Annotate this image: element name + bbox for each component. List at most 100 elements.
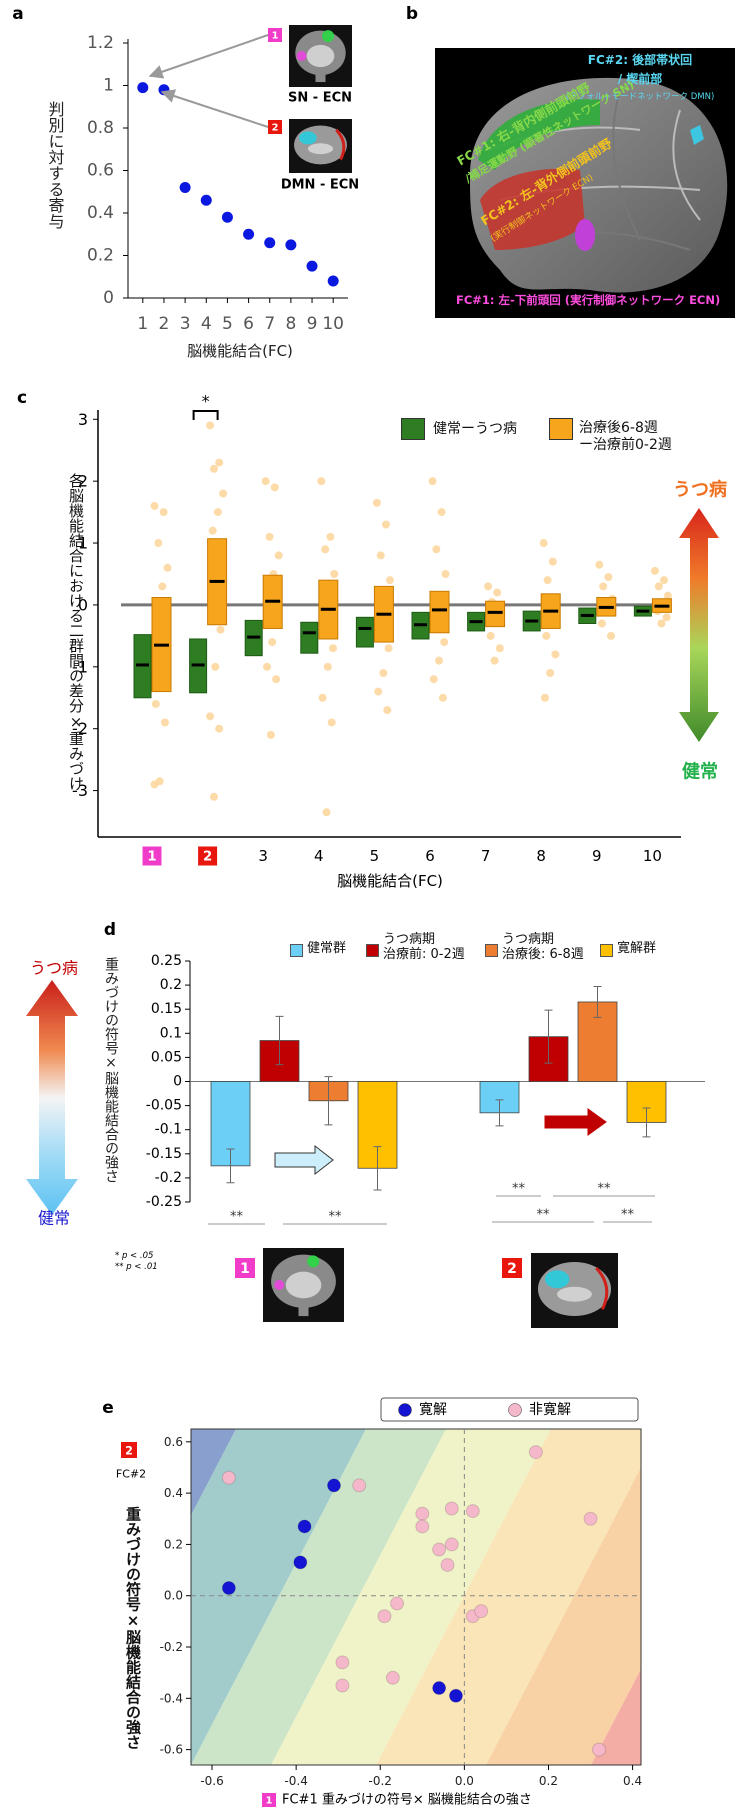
- x-tick-label: 3: [180, 314, 191, 334]
- y-tick-label: 0.25: [151, 953, 182, 969]
- y-tick-label: 0.6: [164, 1435, 183, 1449]
- data-point: [322, 808, 331, 817]
- legend-label: うつ病期 治療後: 6-8週: [502, 932, 584, 962]
- data-point: [385, 576, 394, 585]
- x-tick-label: 3: [258, 847, 268, 865]
- brain-core: [285, 1271, 322, 1299]
- data-point: [383, 706, 392, 715]
- x-axis-label: 脳機能結合(FC): [187, 342, 293, 360]
- legend-swatch: [549, 418, 573, 440]
- legend-swatch: [366, 944, 379, 957]
- data-point: [528, 1445, 543, 1460]
- plot-frame: [190, 1428, 642, 1766]
- data-point: [374, 687, 383, 696]
- box: [429, 590, 450, 634]
- data-point: [597, 619, 606, 628]
- legend-label: 寛解群: [617, 941, 657, 956]
- x-tick-label: 0.2: [539, 1774, 558, 1788]
- error-bar: [495, 1099, 504, 1127]
- x-tick-label: 8: [285, 314, 296, 334]
- y-tick-label: 0.2: [164, 1537, 183, 1551]
- badge: [502, 1258, 522, 1278]
- y-tick-label: 0.6: [87, 161, 114, 181]
- data-point: [415, 1506, 430, 1521]
- data-point: [266, 730, 275, 739]
- data-point: [335, 1678, 350, 1693]
- brain-stem: [315, 68, 326, 83]
- legend-swatch: [290, 944, 303, 957]
- data-point: [429, 675, 438, 684]
- x-tick-label: 5: [370, 847, 380, 865]
- data-point: [599, 582, 608, 591]
- data-point: [326, 532, 335, 541]
- data-point: [274, 551, 283, 560]
- data-point: [432, 545, 441, 554]
- y-tick-label: 1.2: [87, 33, 114, 53]
- badge: [268, 120, 282, 134]
- data-point: [607, 631, 615, 640]
- scale-bottom-label: 健常: [38, 1209, 70, 1228]
- data-point: [377, 1609, 392, 1624]
- data-point: [210, 792, 218, 801]
- y-tick-label: 0: [78, 595, 88, 614]
- error-bar: [226, 1148, 235, 1184]
- y-tick-label: 0: [173, 1074, 182, 1090]
- data-point: [306, 260, 318, 272]
- brain-region: [690, 125, 704, 145]
- legend-label: 寛解: [419, 1401, 447, 1418]
- x-tick-label: 5: [222, 314, 233, 334]
- data-point: [297, 1519, 312, 1534]
- data-point: [390, 1596, 405, 1611]
- data-point: [379, 669, 388, 678]
- x-axis-label: 脳機能結合(FC): [337, 872, 443, 890]
- data-point: [444, 1537, 459, 1552]
- data-point: [352, 1478, 367, 1493]
- y-tick-label: 3: [78, 410, 88, 429]
- data-point: [435, 656, 443, 665]
- brain-fold: [672, 109, 701, 221]
- data-point: [543, 576, 552, 585]
- annotation-arrow: [148, 34, 269, 79]
- badge-label: 1: [266, 1796, 273, 1807]
- data-point: [335, 1655, 350, 1670]
- y-tick-label: 0.2: [87, 246, 114, 266]
- x-tick-label: 7: [264, 314, 275, 334]
- data-point: [329, 644, 337, 653]
- x-tick-label: 7: [481, 847, 491, 865]
- data-point: [440, 1557, 455, 1572]
- background-bands: [191, 1429, 641, 1765]
- data-point: [159, 508, 168, 517]
- y-axis-label: 判別に対する寄与: [46, 101, 65, 229]
- x-tick-label: 0.0: [455, 1774, 474, 1788]
- data-point: [382, 520, 390, 529]
- badge: [142, 846, 162, 866]
- brain-core: [557, 1286, 592, 1302]
- badge: [121, 1442, 137, 1458]
- y-tick-label: 0.05: [151, 1049, 182, 1065]
- y-tick-label: -1: [72, 657, 88, 676]
- data-point: [486, 631, 495, 640]
- background-band: [191, 1429, 236, 1516]
- x-tick-label: -0.2: [369, 1774, 392, 1788]
- data-point: [604, 573, 613, 582]
- data-point: [263, 662, 271, 671]
- data-point: [211, 662, 220, 671]
- data-point: [595, 560, 604, 569]
- data-point: [650, 566, 659, 575]
- scale-bottom-label: 健常: [682, 761, 718, 783]
- legend-swatch: [485, 944, 498, 957]
- panel-label: c: [17, 388, 27, 408]
- x-tick-label: 1: [137, 314, 148, 334]
- y-tick-label: -0.4: [160, 1691, 183, 1705]
- y-tick-label: 0: [103, 288, 114, 308]
- badge: [262, 1793, 276, 1807]
- y-tick-label: 0.4: [87, 203, 114, 223]
- significance-label: **: [230, 1210, 244, 1225]
- y-tick-label: 0.4: [164, 1486, 183, 1500]
- y-tick-label: -0.2: [160, 1640, 183, 1654]
- trend-arrow: [544, 1108, 607, 1136]
- data-point: [372, 498, 381, 507]
- error-bar: [544, 1009, 553, 1064]
- data-point: [160, 718, 169, 727]
